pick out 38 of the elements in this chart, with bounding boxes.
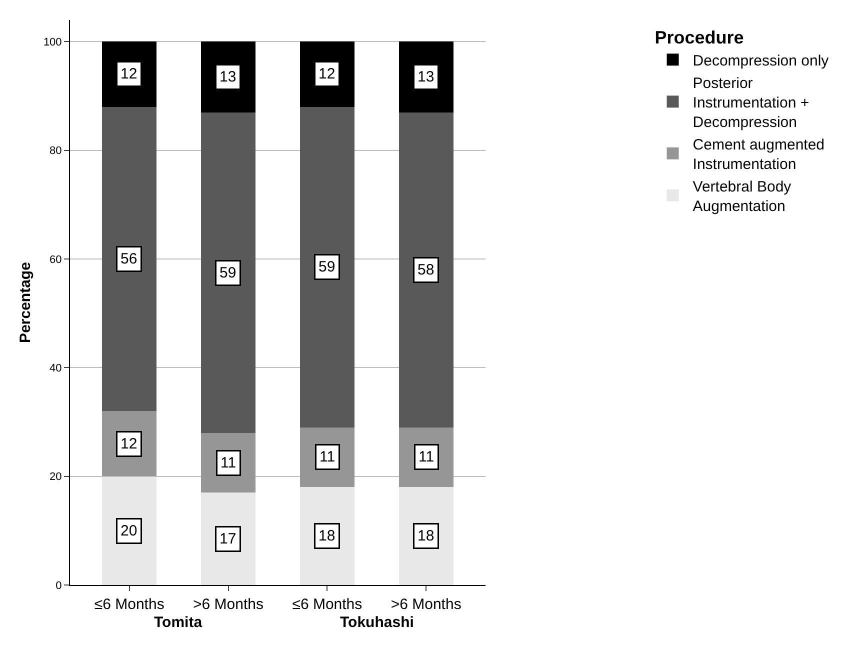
y-tick-label: 60 (50, 254, 62, 266)
data-label: 11 (320, 448, 336, 466)
legend-label: Cement augmented Instrumentation (692, 136, 825, 173)
x-tick-label: >6 Months (193, 596, 264, 613)
data-label: 56 (120, 250, 138, 268)
data-label: 11 (418, 448, 434, 466)
data-label: 18 (418, 528, 434, 544)
legend-title: Procedure (654, 27, 744, 48)
bar (300, 106, 354, 428)
y-axis-title: Percentage (17, 262, 34, 343)
data-label: 59 (220, 264, 236, 282)
text: Tomita (154, 614, 203, 631)
data-label: 12 (120, 66, 138, 82)
text: Tokuhashi (340, 614, 414, 631)
bar (102, 106, 157, 412)
data-label: 12 (120, 436, 138, 452)
legend-label: Posterior Instrumentation + Decompression (692, 75, 810, 131)
data-label: 20 (120, 522, 138, 540)
data-label: 18 (318, 528, 336, 544)
y-tick-label: 40 (50, 362, 62, 375)
data-label: 12 (318, 66, 336, 82)
y-tick-label: 20 (50, 471, 62, 484)
data-label: 11 (220, 454, 236, 472)
bar (201, 112, 256, 433)
y-tick-label: 100 (43, 36, 62, 49)
legend-label: Vertebral Body Augmentation (692, 178, 792, 215)
data-label: 17 (220, 530, 236, 548)
x-tick-label: ≤6 Months (94, 596, 164, 613)
y-tick-label: 80 (50, 145, 62, 158)
y-tick-label: 0 (56, 580, 62, 592)
bar (398, 112, 454, 428)
legend-label: Decompression only (692, 52, 830, 70)
data-label: 58 (418, 262, 434, 278)
data-label: 59 (318, 258, 336, 276)
data-label: 13 (220, 68, 236, 86)
x-tick-label: ≤6 Months (292, 596, 362, 613)
data-label: 13 (418, 68, 434, 86)
x-tick-label: >6 Months (390, 596, 462, 613)
